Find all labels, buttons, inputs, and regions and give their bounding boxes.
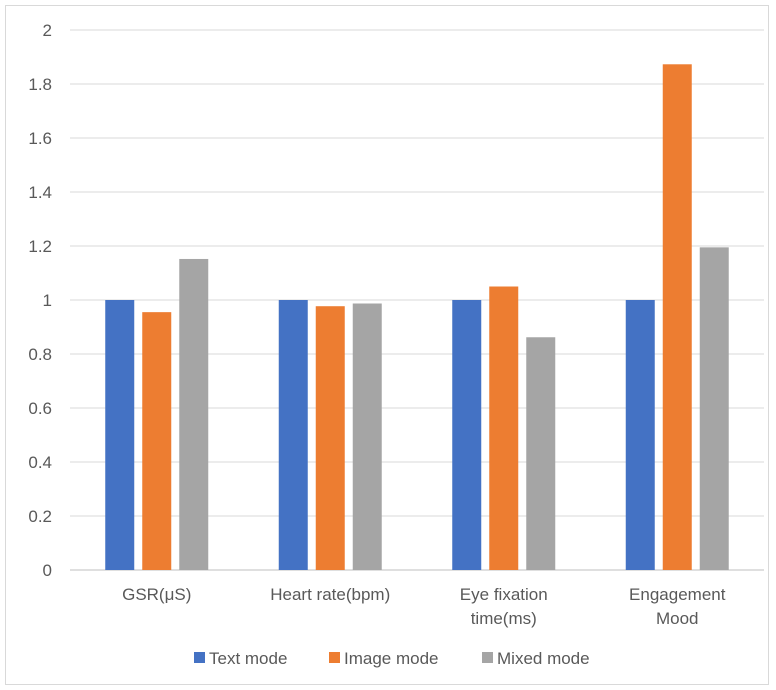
y-tick-label: 2 bbox=[43, 21, 52, 40]
bar-mixed-mode bbox=[179, 258, 209, 570]
bar-mixed-mode bbox=[526, 337, 556, 570]
x-category-label: Heart rate(bpm) bbox=[270, 585, 390, 604]
bar-text-mode bbox=[105, 300, 135, 570]
y-tick-label: 1.6 bbox=[28, 129, 52, 148]
y-tick-label: 0.2 bbox=[28, 507, 52, 526]
x-category-label: time(ms) bbox=[471, 609, 537, 628]
y-tick-label: 1.8 bbox=[28, 75, 52, 94]
legend: Text mode Image mode Mixed mode bbox=[194, 649, 590, 668]
x-category-label: Engagement bbox=[629, 585, 726, 604]
bar-image-mode bbox=[315, 306, 345, 570]
bar-mixed-mode bbox=[699, 247, 729, 570]
x-axis: GSR(μS) Heart rate(bpm) Eye fixation time(m… bbox=[122, 585, 726, 628]
legend-label: Mixed mode bbox=[497, 649, 590, 668]
bar-image-mode bbox=[142, 312, 172, 570]
x-category-label: Mood bbox=[656, 609, 699, 628]
bar-mixed-mode bbox=[352, 303, 382, 570]
y-tick-label: 0.4 bbox=[28, 453, 52, 472]
bar-text-mode bbox=[278, 300, 308, 570]
y-tick-label: 0.8 bbox=[28, 345, 52, 364]
y-axis: 0 0.2 0.4 0.6 0.8 1 1.2 1.4 1.6 1.8 2 bbox=[28, 21, 52, 580]
x-category-label: Eye fixation bbox=[460, 585, 548, 604]
x-category-label: GSR(μS) bbox=[122, 585, 191, 604]
bar-text-mode bbox=[452, 300, 482, 570]
legend-swatch bbox=[329, 652, 340, 663]
bar-text-mode bbox=[625, 300, 655, 570]
gridlines bbox=[70, 29, 764, 571]
bar-image-mode bbox=[662, 64, 692, 570]
y-tick-label: 1 bbox=[43, 291, 52, 310]
legend-label: Image mode bbox=[344, 649, 439, 668]
bars bbox=[105, 64, 729, 570]
legend-label: Text mode bbox=[209, 649, 287, 668]
y-tick-label: 0 bbox=[43, 561, 52, 580]
y-tick-label: 0.6 bbox=[28, 399, 52, 418]
y-tick-label: 1.2 bbox=[28, 237, 52, 256]
bar-chart: 0 0.2 0.4 0.6 0.8 1 1.2 1.4 1.6 1.8 2 GSR(μS) Heart… bbox=[28, 21, 764, 668]
bar-image-mode bbox=[489, 286, 519, 570]
y-tick-label: 1.4 bbox=[28, 183, 52, 202]
chart-frame: 0 0.2 0.4 0.6 0.8 1 1.2 1.4 1.6 1.8 2 GSR(μS) Heart… bbox=[5, 5, 769, 685]
legend-swatch bbox=[482, 652, 493, 663]
legend-swatch bbox=[194, 652, 205, 663]
